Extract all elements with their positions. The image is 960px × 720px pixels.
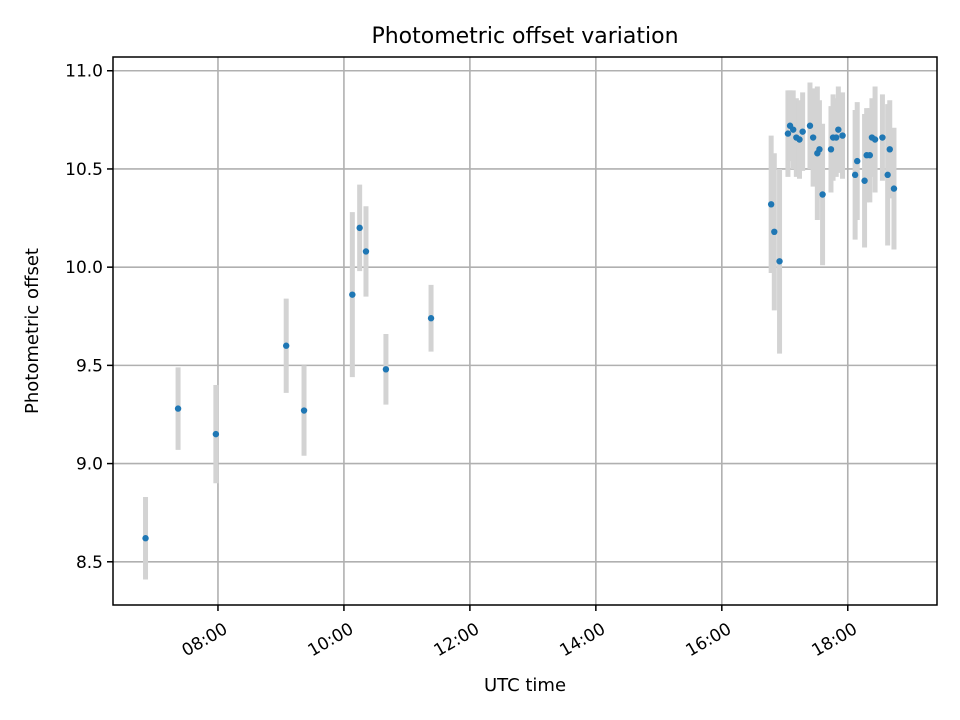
data-point <box>884 171 891 179</box>
data-point <box>839 132 846 139</box>
data-point <box>871 136 879 143</box>
x-tick-label: 10:00 <box>305 619 357 661</box>
data-point <box>362 248 370 255</box>
data-point <box>854 157 861 165</box>
data-point <box>356 224 363 232</box>
x-tick-label: 08:00 <box>179 619 231 661</box>
x-tick-label: 18:00 <box>808 619 860 661</box>
data-point <box>851 171 859 179</box>
y-axis-label: Photometric offset <box>22 248 43 414</box>
x-tick-label: 14:00 <box>557 619 609 661</box>
data-point <box>212 430 220 438</box>
data-point <box>796 136 803 143</box>
y-tick-label: 9.0 <box>76 455 103 475</box>
data-point <box>142 535 149 542</box>
data-point <box>174 405 182 412</box>
axis-ticks: 08:00 10:00 12:00 14:00 16:00 18:00 8.5 9.0 9.5 1… <box>65 62 861 661</box>
y-tick-label: 10.0 <box>65 258 103 278</box>
data-point <box>300 407 308 414</box>
data-point <box>835 126 842 133</box>
chart-title: Photometric offset variation <box>371 24 678 49</box>
data-point <box>866 152 874 159</box>
data-point <box>789 126 797 133</box>
plot-frame <box>112 56 938 606</box>
x-tick-label: 12:00 <box>431 619 483 661</box>
data-point <box>886 146 893 153</box>
data-point <box>809 134 817 141</box>
data-point <box>861 177 868 184</box>
data-points <box>142 122 898 542</box>
data-point <box>784 130 792 137</box>
data-point <box>776 258 783 265</box>
data-point <box>879 134 886 141</box>
data-point <box>890 185 898 192</box>
grid <box>113 57 937 605</box>
y-tick-label: 11.0 <box>65 62 103 82</box>
y-tick-label: 8.5 <box>76 553 103 573</box>
data-point <box>427 315 435 322</box>
data-point <box>767 201 775 208</box>
data-point <box>827 146 835 153</box>
x-axis-label: UTC time <box>484 675 566 696</box>
data-point <box>349 291 356 298</box>
data-point <box>806 122 814 129</box>
data-point <box>771 228 778 236</box>
data-point <box>833 134 840 141</box>
x-tick-label: 16:00 <box>683 619 735 661</box>
data-point <box>816 146 823 153</box>
data-point <box>282 342 290 349</box>
data-point <box>799 128 806 135</box>
y-tick-label: 10.5 <box>65 160 103 180</box>
y-tick-label: 9.5 <box>76 356 103 376</box>
data-point <box>382 366 390 373</box>
error-bars <box>143 82 897 580</box>
data-point <box>819 191 826 198</box>
